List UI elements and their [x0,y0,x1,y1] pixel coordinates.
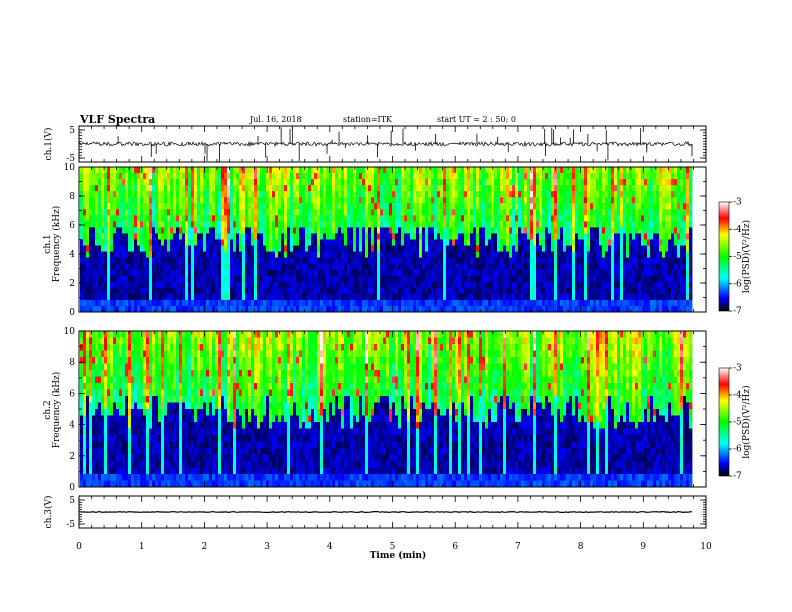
colorbar-tick-label: -7 [733,472,742,482]
ch1-spectrogram-ylabel-2: Frequency (kHz) [51,206,62,283]
ch1-waveform-trace [79,126,693,162]
x-tick-label: 7 [515,542,521,552]
colorbar-label: log(PSD)(V²/Hz) [741,220,752,293]
y-tick-label: 6 [69,221,75,231]
colorbar-tick-label: -4 [733,391,742,401]
colorbar-tick-label: -5 [733,252,742,262]
colorbar-tick-label: -3 [733,198,742,208]
x-tick-label: 9 [640,542,646,552]
x-tick-label: 10 [700,542,712,552]
y-tick-label: 10 [64,163,76,173]
ch1-spectrogram-panel [78,166,707,313]
colorbar-label: log(PSD)(V²/Hz) [741,385,752,458]
colorbar [718,367,730,477]
figure-title: VLF Spectra [79,113,155,126]
colorbar-tick-label: -3 [733,364,742,374]
y-tick-label: 4 [69,250,75,260]
ch2-spectrogram-ylabel-2: Frequency (kHz) [51,372,62,449]
start-time-label: start UT = 2 : 50: 0 [437,115,516,124]
date-label: Jul. 16, 2018 [249,115,302,124]
ch1-spectrogram-ylabel-1: ch.1 [43,234,53,253]
axes-group: 0 1 2 3 4 5 6 7 8 9 10 5 -5 0 2 4 6 8 10 0 2 4 6 8 10 5 -5 [64,126,712,552]
x-tick-label: 3 [264,542,270,552]
x-tick-label: 1 [139,542,145,552]
y-tick-label: 10 [64,327,76,337]
y-tick-label: 5 [69,496,75,506]
ch2-spectrogram-ylabel-1: ch.2 [43,400,53,419]
colorbar [718,201,730,312]
y-tick-label: 2 [69,279,75,289]
y-tick-label: 4 [69,421,75,431]
colorbar-tick-label: -7 [733,307,742,317]
x-axis-label: Time (min) [370,550,427,561]
x-tick-label: 6 [452,542,458,552]
y-tick-label: 8 [69,358,75,368]
colorbar-tick-label: -6 [733,445,742,455]
ch3-waveform-trace [79,510,693,514]
station-label: station=ITK [343,115,393,124]
colorbar-tick-label: -6 [733,279,742,289]
x-tick-label: 2 [202,542,208,552]
y-tick-label: 8 [69,192,75,202]
y-tick-label: 5 [69,126,75,136]
colorbars-group: -3 -4 -5 -6 -7 log(PSD)(V²/Hz) -3 -4 -5 -6 -7 log(P… [718,198,752,482]
ch1-waveform-ylabel: ch.1(V) [43,128,54,161]
x-tick-label: 5 [390,542,396,552]
x-tick-label: 0 [76,542,82,552]
y-tick-label: 2 [69,452,75,462]
ch2-spectrogram-panel [78,330,707,488]
colorbar-tick-label: -4 [733,225,742,235]
ch3-waveform-ylabel: ch.3(V) [43,496,54,529]
x-tick-label: 4 [327,542,333,552]
colorbar-tick-label: -5 [733,418,742,428]
y-tick-label: 0 [69,308,75,318]
y-tick-label: 6 [69,389,75,399]
x-tick-label: 8 [578,542,584,552]
y-tick-label: 0 [69,483,75,493]
y-tick-label: -5 [66,520,75,530]
y-tick-label: -5 [66,154,75,164]
